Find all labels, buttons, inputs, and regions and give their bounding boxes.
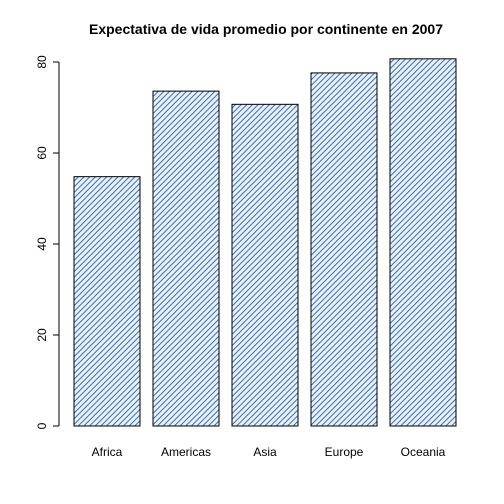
bars bbox=[73, 58, 457, 427]
y-tick-label: 20 bbox=[35, 328, 49, 342]
x-tick-label: Oceania bbox=[401, 445, 446, 459]
bar-americas bbox=[152, 90, 220, 427]
bar-oceania bbox=[389, 58, 457, 427]
bar-europe bbox=[310, 72, 378, 427]
y-tick-label: 40 bbox=[35, 237, 49, 251]
y-tick-label: 60 bbox=[35, 146, 49, 160]
x-axis-labels: Africa Americas Asia Europe Oceania bbox=[92, 445, 446, 459]
bar-asia bbox=[231, 103, 299, 427]
y-tick-label: 80 bbox=[35, 55, 49, 69]
x-tick-label: Europe bbox=[325, 445, 364, 459]
bar-africa bbox=[73, 176, 141, 427]
y-axis: 0 20 40 60 80 bbox=[35, 55, 60, 429]
x-tick-label: Africa bbox=[92, 445, 123, 459]
x-tick-label: Asia bbox=[253, 445, 277, 459]
y-tick-label: 0 bbox=[35, 422, 49, 429]
x-tick-label: Americas bbox=[161, 445, 211, 459]
chart-title: Expectativa de vida promedio por contine… bbox=[89, 21, 443, 37]
